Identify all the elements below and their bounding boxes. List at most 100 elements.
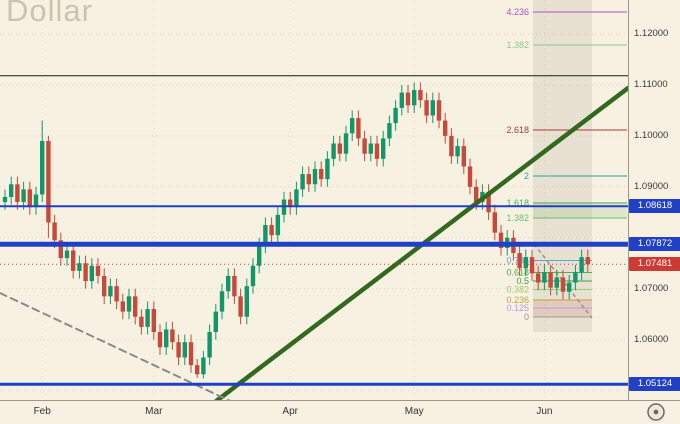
candle-body [213,311,218,332]
candle-body [412,90,417,106]
price-axis-badge: 1.08618 [629,199,680,214]
fib-level-label: 0 [524,312,529,322]
candle-body [585,257,590,265]
candle-body [319,168,324,180]
candle-body [139,316,144,327]
candle-body [46,140,51,223]
candle-body [443,120,448,136]
candle-body [232,275,237,297]
candle-body [331,143,336,159]
price-axis-label: 1.07000 [634,282,669,294]
candle-body [337,143,342,154]
candle-body [269,225,274,236]
candle-body [176,342,181,358]
price-pane[interactable]: 4.2361.3822.61821.6181.3820.7860.6180.50… [0,0,628,400]
candle-body [257,245,262,266]
candle-body [300,174,305,190]
candle-body [102,275,107,297]
candle-body [207,331,212,358]
clock-icon-dot [653,409,659,415]
candle-body [368,143,373,154]
candle-body [455,146,460,157]
clock-icon[interactable] [645,401,667,423]
candle-body [350,118,355,134]
candle-body [244,286,249,317]
candle-body [579,257,584,273]
candle-body [170,329,175,343]
candle-body [356,118,361,139]
candle-body [182,342,187,358]
candle-body [21,189,26,203]
candle-body [89,265,94,282]
candle-body [288,199,293,208]
candle-body [498,232,504,248]
candle-body [542,272,547,283]
fib-level-label: 1.382 [506,213,529,223]
candle-body [418,90,423,101]
candle-body [195,365,200,375]
candle-body [393,107,398,124]
price-axis[interactable]: 1.12000 1.11000 1.10000 1.09000 1.07000 1.060… [628,0,680,400]
candle-body [430,100,435,116]
candle-body [294,189,299,208]
fib-level-label: 4.236 [506,7,529,17]
candle-body [554,277,559,288]
candle-body [219,291,225,312]
candle-body [474,186,479,203]
candle-body [486,191,491,213]
candle-body [201,357,206,375]
fib-level-label: 0.5 [516,276,529,286]
time-axis-label: Feb [33,406,51,417]
time-axis-label: Mar [145,406,163,417]
candle-body [157,331,163,348]
candle-body [250,265,256,287]
candle-body [536,273,541,283]
candle-body [188,342,194,366]
candle-body [436,100,442,121]
fib-level-label: 0.618 [506,268,529,278]
clock-icon-ring [647,403,665,421]
candle-body [263,225,268,246]
candle-body [387,123,392,139]
candle-body [343,133,349,154]
candle-body [27,189,32,208]
candle-body [238,296,243,317]
fib-trend-segment[interactable] [533,243,593,319]
candle-body [381,138,386,159]
price-axis-label: 1.12000 [634,28,669,39]
candle-body [33,194,39,208]
candle-body [164,329,169,348]
dashed-downtrend-line[interactable] [0,292,258,400]
candle-body [374,143,380,159]
price-axis-badge: 1.05124 [629,377,680,392]
fib-level-label: 2.618 [506,125,529,135]
candle-body [52,222,57,241]
candle-body [325,158,330,180]
candle-body [145,309,150,327]
price-axis-label: 1.06000 [634,333,669,345]
price-axis-label: 1.09000 [634,180,669,192]
candle-body [2,197,8,203]
candle-body [362,138,367,154]
candle-body [492,212,497,233]
candle-body [461,146,466,167]
candle-body [517,253,522,269]
candle-body [548,272,553,288]
fib-level-label: 0.382 [506,285,529,295]
fib-level-label: 1.618 [506,198,529,208]
fib-tint [533,202,627,218]
candle-body [126,296,132,312]
candle-body [40,140,45,195]
candle-body [114,286,119,302]
candle-body [9,184,14,198]
candle-body [120,301,125,312]
time-axis[interactable]: Feb Mar Apr May Jun [0,400,680,424]
candle-body [399,92,404,108]
time-axis-label: Apr [282,406,298,417]
price-axis-label: 1.11000 [634,78,668,90]
candle-body [405,92,411,106]
candle-body [523,257,528,269]
candle-body [83,263,88,282]
candle-body [449,135,454,157]
candle-body [573,272,578,283]
